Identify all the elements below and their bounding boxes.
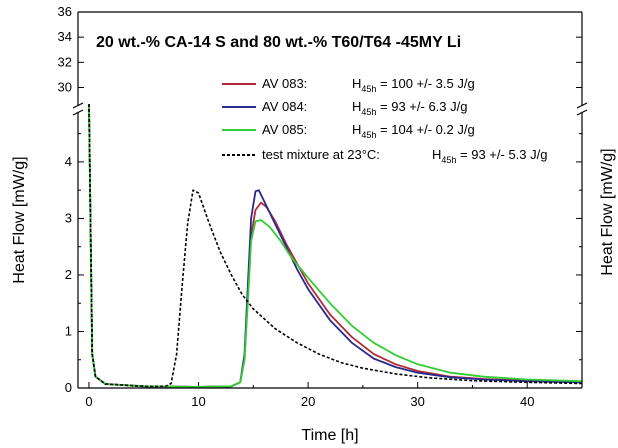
- legend-enthalpy-value: = 93 +/- 5.3 J/g: [456, 147, 547, 162]
- y-upper-tick-label: 30: [58, 79, 72, 94]
- legend-enthalpy: H45h = 93 +/- 5.3 J/g: [432, 147, 547, 165]
- legend-enthalpy-value: = 100 +/- 3.5 J/g: [376, 76, 474, 91]
- y-upper-tick-label: 32: [58, 54, 72, 69]
- legend-enthalpy-symbol: H: [352, 99, 361, 114]
- x-tick-label: 40: [520, 394, 534, 409]
- legend-enthalpy-symbol: H: [352, 76, 361, 91]
- axis-break-mark: [576, 109, 588, 116]
- y-tick-label: 1: [65, 323, 72, 338]
- legend-enthalpy-subscript: 45h: [361, 84, 376, 94]
- legend-enthalpy-subscript: 45h: [441, 155, 456, 165]
- legend: AV 083: H45h = 100 +/- 3.5 J/gAV 084: H45h…: [222, 76, 547, 165]
- x-tick-label: 0: [85, 394, 92, 409]
- x-tick-label: 20: [301, 394, 315, 409]
- y-tick-label: 4: [65, 154, 72, 169]
- y-tick-label: 2: [65, 267, 72, 282]
- y-upper-tick-label: 34: [58, 29, 72, 44]
- x-tick-label: 10: [191, 394, 205, 409]
- legend-enthalpy-symbol: H: [432, 147, 441, 162]
- legend-series-name: AV 084:: [262, 99, 307, 114]
- x-tick-label: 30: [410, 394, 424, 409]
- y-upper-tick-label: 36: [58, 4, 72, 19]
- legend-series-name: AV 085:: [262, 122, 307, 137]
- legend-enthalpy: H45h = 100 +/- 3.5 J/g: [352, 76, 475, 94]
- axis-break-mark: [576, 102, 588, 109]
- x-axis-label: Time [h]: [301, 427, 358, 444]
- legend-enthalpy-subscript: 45h: [361, 130, 376, 140]
- y-tick-label: 0: [65, 380, 72, 395]
- axis-break-mark: [72, 109, 84, 116]
- axis-break-mark: [72, 102, 84, 109]
- legend-series-name: AV 083:: [262, 76, 307, 91]
- chart-title: 20 wt.-% CA-14 S and 80 wt.-% T60/T64 -4…: [96, 34, 461, 51]
- legend-enthalpy-subscript: 45h: [361, 107, 376, 117]
- legend-enthalpy: H45h = 93 +/- 6.3 J/g: [352, 99, 467, 117]
- legend-enthalpy-value: = 104 +/- 0.2 J/g: [376, 122, 474, 137]
- y-axis-label-right: Heat Flow [mW/g]: [599, 148, 616, 275]
- legend-series-name: test mixture at 23°C:: [262, 147, 380, 162]
- y-tick-label: 3: [65, 210, 72, 225]
- series-line-4: [88, 103, 582, 388]
- legend-enthalpy: H45h = 104 +/- 0.2 J/g: [352, 122, 475, 140]
- y-axis-label: Heat Flow [mW/g]: [11, 156, 28, 283]
- legend-enthalpy-value: = 93 +/- 6.3 J/g: [376, 99, 467, 114]
- legend-enthalpy-symbol: H: [352, 122, 361, 137]
